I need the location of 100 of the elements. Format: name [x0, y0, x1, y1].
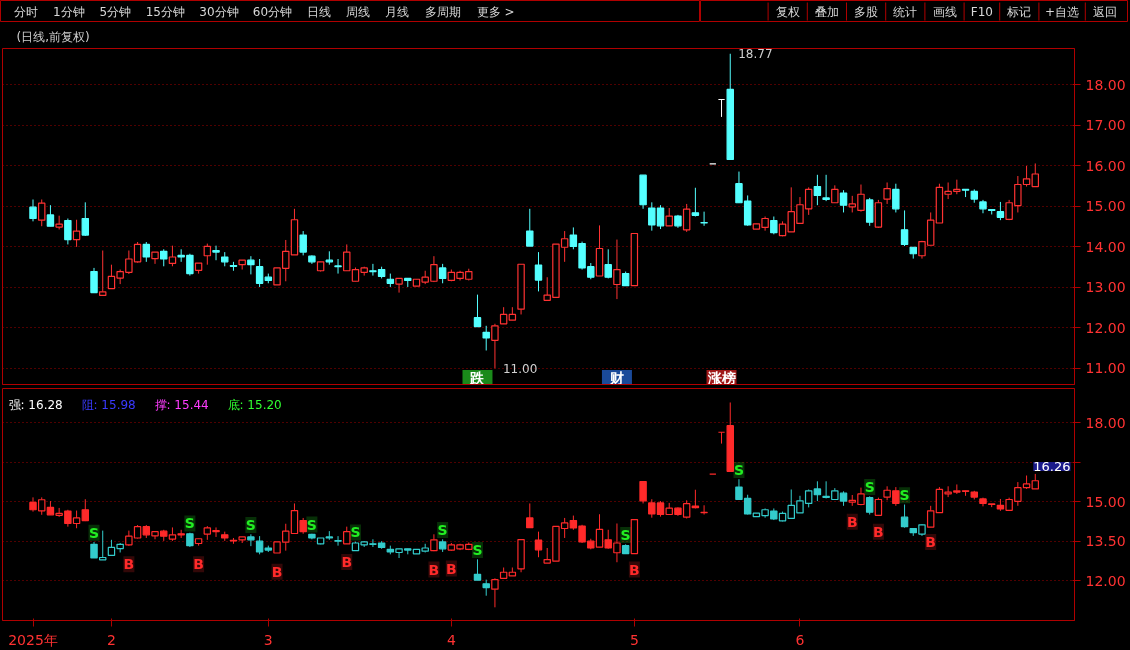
candlestick [212, 245, 220, 261]
text: 30分钟 [199, 4, 239, 19]
text: 分时 [14, 4, 39, 19]
candlestick [639, 480, 647, 504]
candlestick [64, 218, 72, 245]
candlestick [822, 174, 830, 202]
data-label: B [629, 561, 640, 578]
data-label: B [925, 533, 937, 550]
y-tick-label: 16.00 [1085, 157, 1126, 174]
data-label: B [446, 560, 457, 577]
data-label: S [437, 522, 448, 539]
candlestick [865, 495, 874, 516]
text: 5分钟 [99, 4, 132, 19]
candlestick [255, 535, 264, 555]
candlestick [81, 201, 90, 237]
annotation: 强: 16.28 [8, 397, 63, 412]
candlestick [682, 203, 691, 233]
candlestick [491, 323, 499, 369]
candlestick [473, 294, 482, 328]
x-tick-label: 5 [629, 631, 639, 648]
data-label: S [88, 524, 100, 541]
data-label: B [428, 561, 440, 578]
candlestick [37, 199, 46, 227]
y-tick-label: 14.00 [1085, 238, 1126, 255]
candlestick [865, 197, 874, 227]
text: 画线 [932, 4, 957, 19]
data-label: S [899, 487, 910, 504]
candlestick [900, 209, 909, 247]
candlestick [534, 251, 543, 292]
data-label: S [306, 516, 317, 533]
chart-title: (日线,前复权) [16, 29, 90, 44]
text: 多股 [854, 4, 879, 19]
candlestick [813, 174, 822, 206]
candlestick [299, 230, 307, 256]
text: +自选 [1045, 4, 1080, 19]
candlestick [996, 201, 1005, 221]
y-tick-label: 13.00 [1085, 279, 1126, 296]
data-label: S [184, 515, 195, 532]
data-label: B [271, 563, 283, 580]
candlestick [29, 199, 37, 222]
candlestick [491, 577, 499, 608]
data-label: S [733, 461, 745, 478]
y-tick-label: 11.00 [1085, 360, 1126, 377]
annotation: 底: 15.20 [227, 397, 282, 412]
candlestick [255, 258, 264, 288]
text: 复权 [775, 4, 800, 19]
candlestick [883, 182, 891, 205]
candlestick [691, 187, 700, 217]
data-label: B [123, 556, 135, 573]
x-tick-label: 6 [795, 631, 805, 648]
x-tick-label: 3 [263, 631, 273, 648]
candlestick [98, 250, 107, 297]
text: 标记 [1006, 4, 1032, 19]
text: 月线 [385, 4, 410, 19]
candlestick [534, 531, 543, 558]
candlestick [90, 267, 98, 294]
candlestick [892, 183, 900, 213]
candlestick [700, 211, 708, 227]
data-label: S [245, 517, 256, 534]
candlestick [203, 243, 212, 266]
candlestick [473, 558, 482, 581]
text: F10 [970, 4, 993, 19]
candlestick [142, 241, 151, 263]
annotation: 16.26 [1033, 459, 1071, 474]
candlestick [46, 204, 55, 227]
data-label: S [472, 542, 483, 559]
text: 15分钟 [145, 4, 185, 19]
candlestick [395, 277, 403, 294]
y-tick-label: 18.00 [1085, 76, 1126, 93]
candlestick [482, 325, 490, 351]
candlestick [438, 263, 447, 284]
y-tick-label: 12.00 [1085, 572, 1126, 589]
data-label: B [193, 556, 204, 573]
data-label: S [864, 479, 875, 496]
text: 60分钟 [252, 4, 293, 19]
candlestick [72, 219, 81, 248]
text: 返回 [1092, 4, 1117, 19]
data-label: B [846, 513, 858, 530]
candlestick [334, 535, 342, 547]
text: 周线 [346, 4, 371, 19]
y-tick-label: 15.00 [1085, 493, 1126, 510]
candlestick [334, 258, 342, 275]
data-label: S [620, 527, 631, 544]
annotation: 阻: 15.98 [81, 397, 136, 412]
candlestick [874, 497, 883, 517]
candlestick [604, 248, 612, 279]
text: 日线 [306, 4, 331, 19]
candlestick [613, 239, 621, 300]
candlestick [168, 245, 177, 267]
text: 更多 > [476, 4, 515, 19]
x-tick-label: 4 [446, 631, 456, 648]
y-tick-label: 17.00 [1085, 117, 1126, 134]
annotation: 11.00 [502, 361, 538, 376]
candlestick [247, 255, 255, 275]
y-tick-label: 13.50 [1085, 533, 1126, 550]
candlestick [247, 533, 255, 547]
candlestick [813, 480, 822, 502]
candlestick [900, 504, 909, 529]
annotation: 撑: 15.44 [154, 397, 209, 412]
candlestick [526, 208, 534, 247]
